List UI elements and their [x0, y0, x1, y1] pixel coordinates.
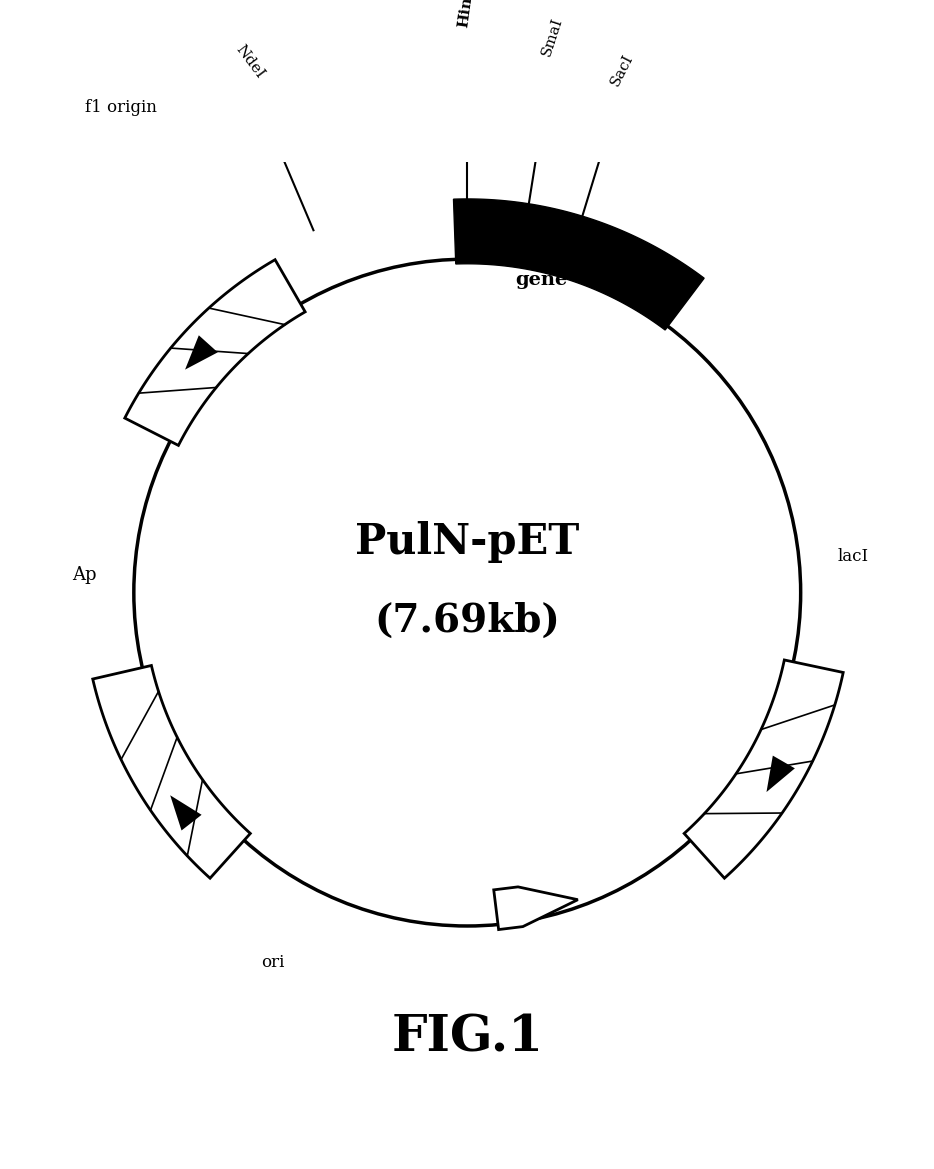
- Text: NdeI: NdeI: [233, 43, 267, 82]
- Text: SacI: SacI: [607, 51, 635, 88]
- Polygon shape: [92, 665, 250, 878]
- Text: Pullulanase
gene: Pullulanase gene: [477, 250, 605, 289]
- Text: ori: ori: [261, 954, 284, 970]
- Polygon shape: [185, 336, 218, 369]
- Polygon shape: [453, 200, 703, 331]
- Text: PulN-pET: PulN-pET: [355, 521, 579, 563]
- Polygon shape: [684, 660, 842, 878]
- Text: HindIII: HindIII: [456, 0, 478, 28]
- Text: (7.69kb): (7.69kb): [375, 602, 559, 639]
- Text: FIG.1: FIG.1: [391, 1012, 543, 1061]
- Polygon shape: [170, 795, 202, 831]
- Polygon shape: [125, 260, 305, 445]
- Text: f1 origin: f1 origin: [85, 99, 157, 116]
- Polygon shape: [493, 887, 577, 929]
- Text: lacI: lacI: [837, 547, 869, 565]
- Text: Ap: Ap: [72, 566, 97, 583]
- Polygon shape: [766, 756, 795, 793]
- Text: SmaI: SmaI: [539, 16, 564, 58]
